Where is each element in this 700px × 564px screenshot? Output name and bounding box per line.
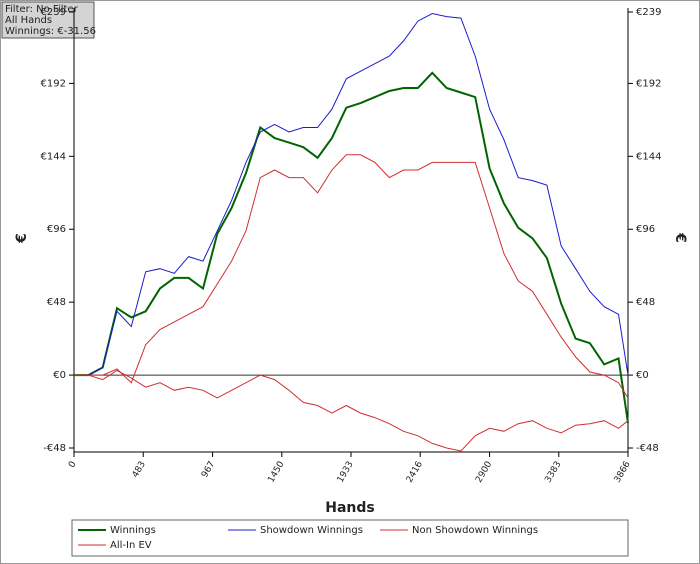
x-axis-label: Hands	[325, 500, 375, 516]
y2-tick-label: €96	[636, 224, 655, 235]
info-winnings: Winnings: €-31.56	[5, 26, 96, 37]
y2-tick-label: €48	[636, 297, 655, 308]
x-tick-label: 0	[67, 460, 79, 470]
y-axis-label: €	[14, 233, 30, 244]
info-box	[1, 1, 95, 39]
y-tick-label: €239	[41, 7, 66, 18]
y2-tick-label: €239	[636, 7, 661, 18]
y-tick-label: €192	[41, 78, 66, 89]
series-line	[74, 369, 629, 452]
y-tick-label: €48	[47, 297, 66, 308]
legend-label: Showdown Winnings	[260, 525, 363, 536]
y2-axis-label: €	[672, 232, 688, 243]
y2-tick-label: €192	[636, 78, 661, 89]
y2-tick-label: €0	[636, 370, 649, 381]
series-line	[74, 154, 629, 399]
info-hands: All Hands	[5, 15, 52, 26]
y-tick-label: €0	[53, 370, 66, 381]
legend-label: Winnings	[110, 525, 156, 536]
legend-label: Non Showdown Winnings	[412, 525, 538, 536]
info-filter: Filter: No Filter	[5, 4, 79, 15]
y-tick-label: -€48	[43, 443, 66, 454]
y-tick-label: €144	[41, 151, 66, 162]
series-line	[74, 12, 629, 376]
y-tick-label: €96	[47, 224, 66, 235]
legend-label: All-In EV	[110, 540, 152, 551]
series-line	[74, 71, 629, 424]
y2-tick-label: €144	[636, 151, 661, 162]
y2-tick-label: -€48	[636, 443, 659, 454]
legend	[71, 519, 629, 557]
